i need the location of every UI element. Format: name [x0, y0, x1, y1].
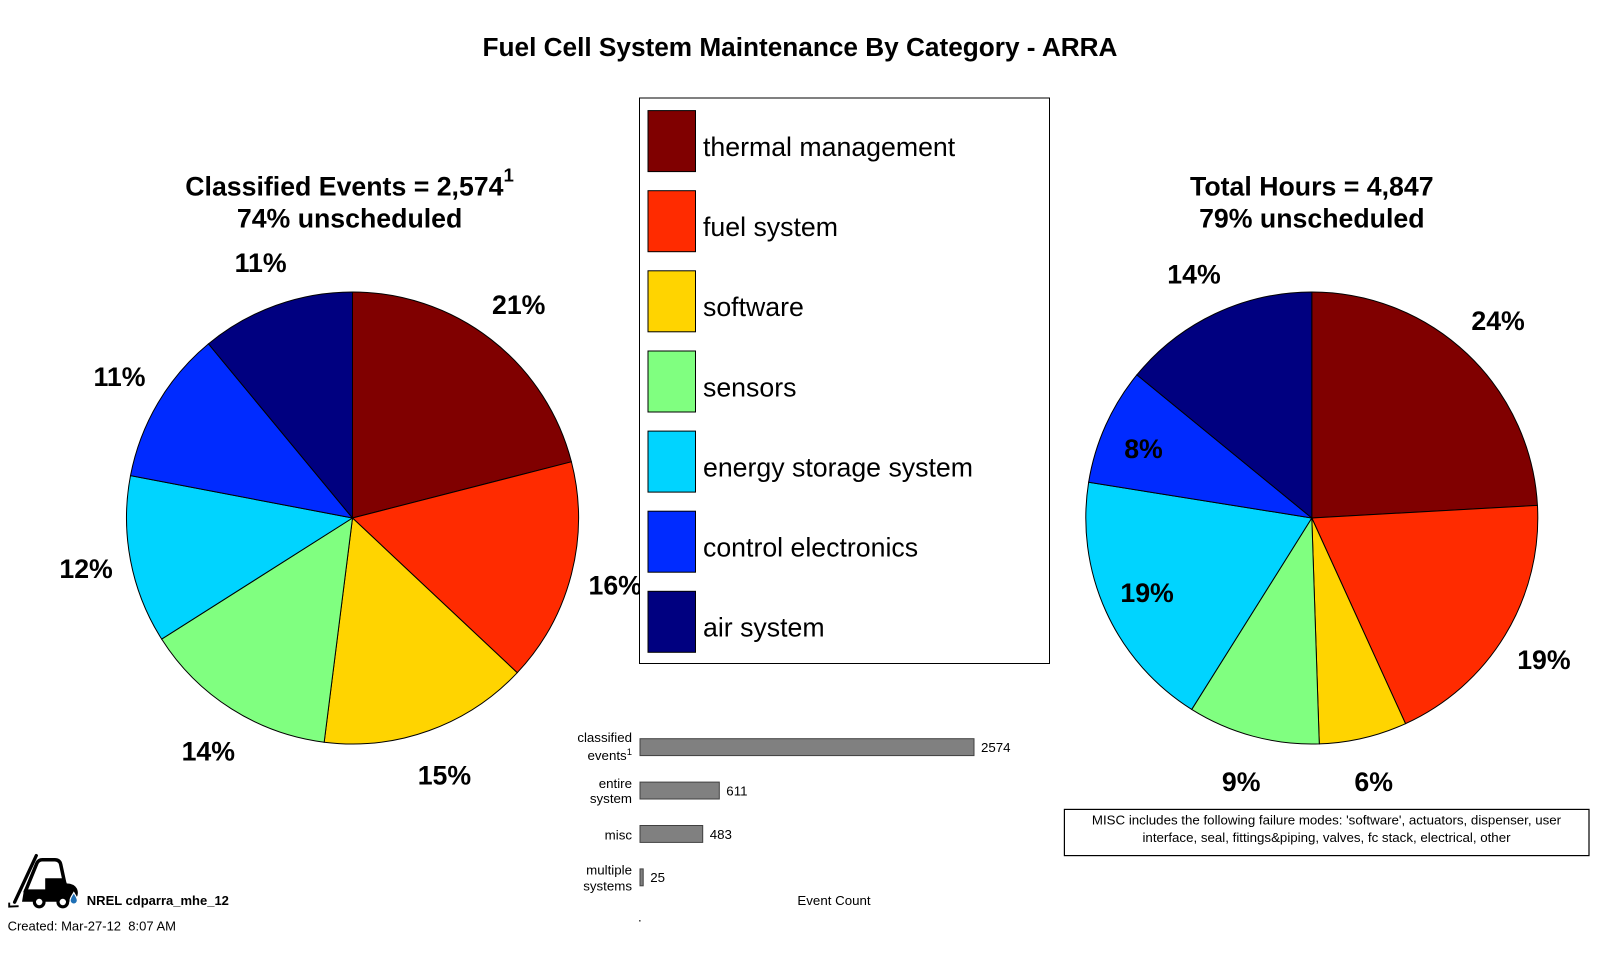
svg-text:25: 25 — [650, 870, 665, 885]
svg-text:multiple: multiple — [586, 862, 632, 877]
svg-text:12%: 12% — [59, 554, 113, 584]
svg-text:.: . — [638, 910, 642, 925]
svg-text:MISC includes the following fa: MISC includes the following failure mode… — [1092, 813, 1562, 828]
svg-text:11%: 11% — [235, 248, 287, 278]
svg-text:classified: classified — [577, 730, 632, 745]
svg-text:Total Hours = 4,847: Total Hours = 4,847 — [1190, 172, 1433, 202]
svg-text:19%: 19% — [1517, 645, 1571, 675]
svg-text:14%: 14% — [182, 736, 236, 766]
svg-text:misc: misc — [605, 827, 633, 842]
svg-text:15%: 15% — [418, 761, 472, 791]
svg-text:24%: 24% — [1471, 306, 1525, 336]
svg-text:2574: 2574 — [981, 740, 1011, 755]
svg-text:sensors: sensors — [703, 372, 796, 402]
svg-text:8%: 8% — [1124, 434, 1163, 464]
svg-text:system: system — [590, 791, 632, 806]
svg-text:software: software — [703, 292, 804, 322]
svg-text:11%: 11% — [94, 362, 146, 392]
svg-text:483: 483 — [710, 827, 732, 842]
svg-text:air system: air system — [703, 613, 825, 643]
svg-text:79% unscheduled: 79% unscheduled — [1199, 203, 1424, 233]
svg-text:Event Count: Event Count — [797, 893, 870, 908]
svg-text:fuel system: fuel system — [703, 212, 838, 242]
svg-text:thermal management: thermal management — [703, 132, 956, 162]
svg-text:entire: entire — [599, 776, 632, 791]
svg-text:19%: 19% — [1120, 578, 1174, 608]
svg-text:Classified Events = 2,5741: Classified Events = 2,5741 — [185, 165, 514, 202]
svg-text:74% unscheduled: 74% unscheduled — [237, 203, 462, 233]
svg-text:Fuel Cell System Maintenance B: Fuel Cell System Maintenance By Category… — [483, 32, 1118, 62]
svg-text:systems: systems — [583, 879, 632, 894]
svg-text:interface, seal, fittings&pipi: interface, seal, fittings&piping, valves… — [1142, 830, 1511, 845]
svg-text:control electronics: control electronics — [703, 533, 918, 563]
svg-text:6%: 6% — [1354, 767, 1393, 797]
svg-text:Created: Mar-27-12 8:07 AM: Created: Mar-27-12 8:07 AM — [8, 919, 176, 934]
svg-text:9%: 9% — [1222, 767, 1261, 797]
svg-text:611: 611 — [726, 783, 747, 798]
svg-text:NREL cdparra_mhe_12: NREL cdparra_mhe_12 — [87, 893, 229, 908]
svg-text:events1: events1 — [588, 747, 632, 763]
svg-text:14%: 14% — [1167, 260, 1221, 290]
svg-text:energy storage system: energy storage system — [703, 453, 973, 483]
svg-text:16%: 16% — [588, 571, 642, 601]
svg-text:21%: 21% — [492, 290, 546, 320]
